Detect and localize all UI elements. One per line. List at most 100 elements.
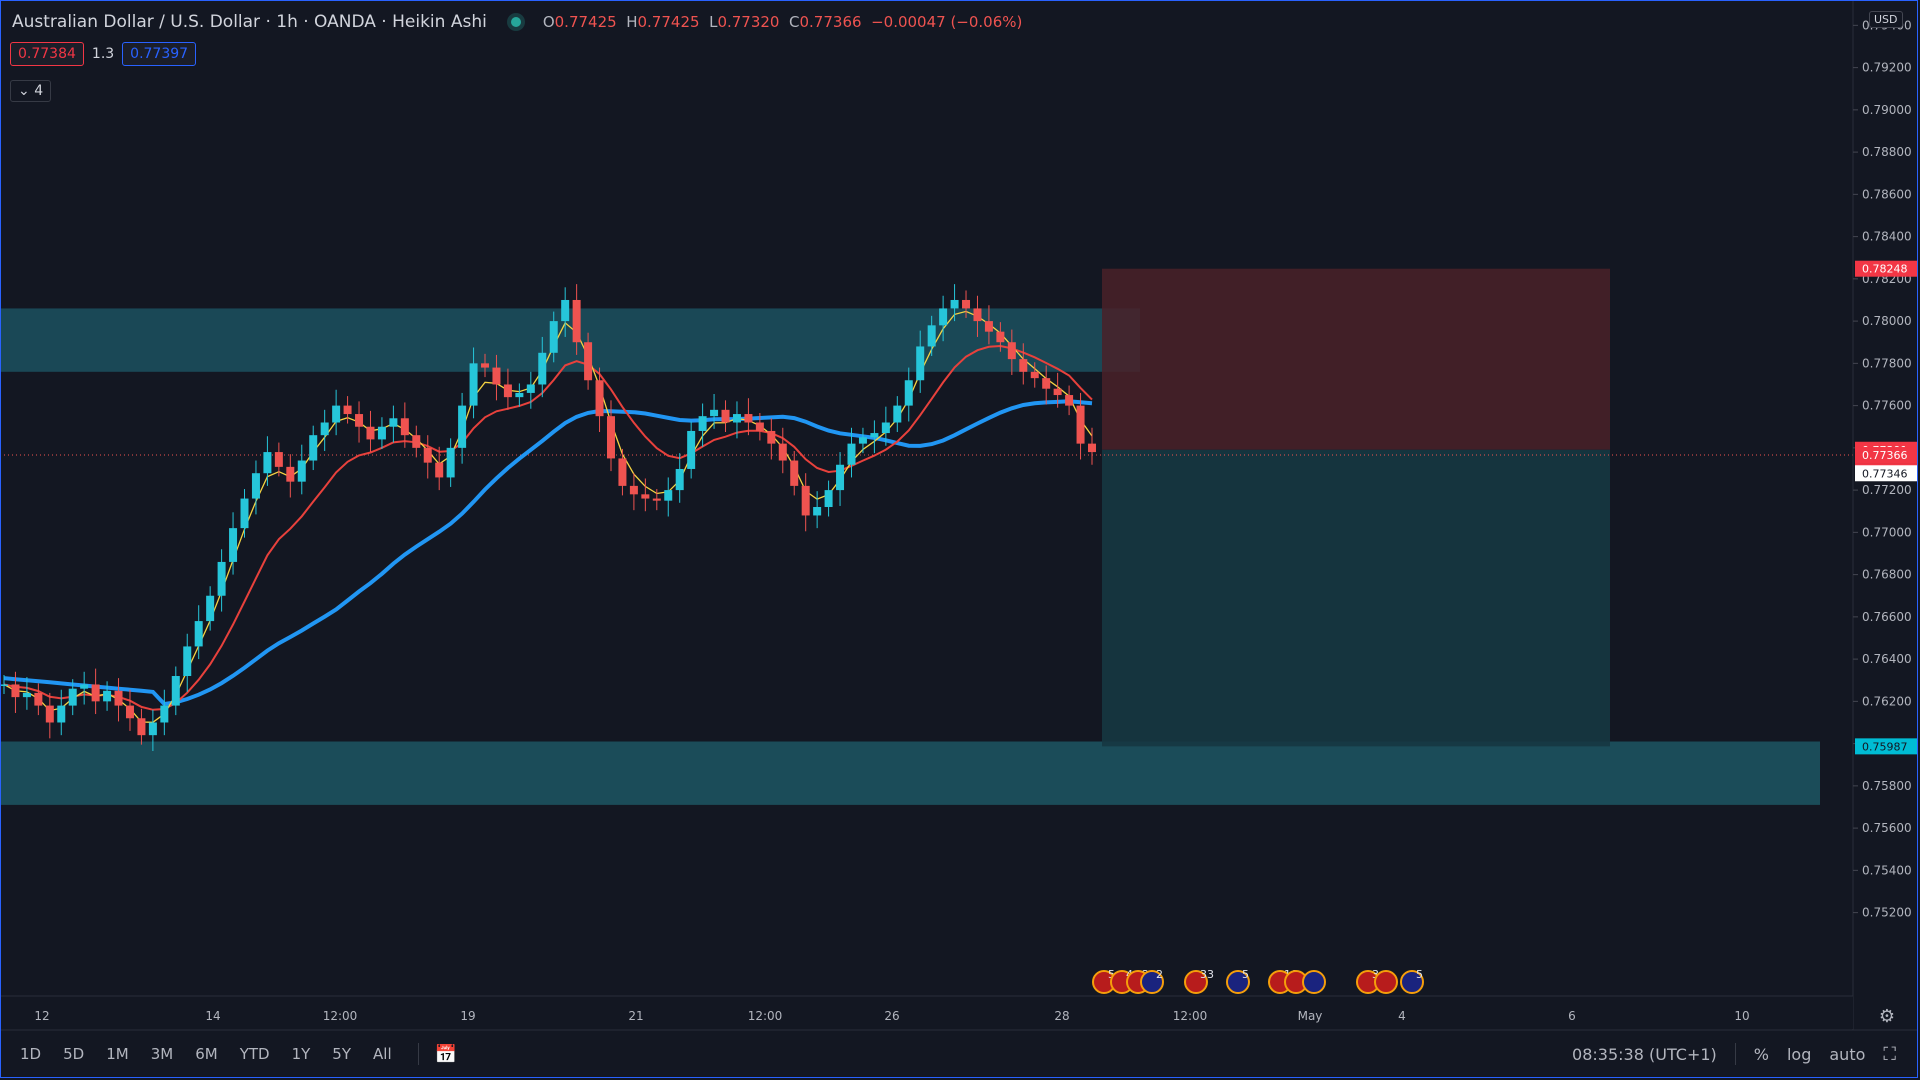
- candle-body[interactable]: [538, 352, 547, 385]
- timeframe-5d[interactable]: 5D: [63, 1045, 85, 1063]
- candle-body[interactable]: [893, 405, 902, 423]
- candle-body[interactable]: [355, 414, 364, 427]
- short-position-stop-area[interactable]: [1102, 268, 1610, 450]
- candle-body[interactable]: [984, 321, 993, 332]
- candle-body[interactable]: [973, 308, 982, 322]
- candle-body[interactable]: [561, 299, 570, 322]
- candle-body[interactable]: [137, 718, 146, 736]
- candle-body[interactable]: [343, 405, 352, 415]
- candle-body[interactable]: [687, 430, 696, 469]
- candle-body[interactable]: [1030, 371, 1039, 379]
- candle-body[interactable]: [263, 452, 272, 474]
- log-toggle[interactable]: log: [1786, 1044, 1812, 1064]
- candle-body[interactable]: [34, 692, 43, 706]
- candle-body[interactable]: [824, 490, 833, 508]
- settings-gear-icon[interactable]: ⚙: [1879, 1006, 1895, 1027]
- candle-body[interactable]: [515, 392, 524, 398]
- candle-body[interactable]: [183, 646, 192, 677]
- ma-mid-line[interactable]: [3, 344, 1093, 711]
- candle-body[interactable]: [377, 426, 386, 440]
- candle-body[interactable]: [732, 414, 741, 423]
- candle-body[interactable]: [57, 705, 66, 723]
- timeframe-1m[interactable]: 1M: [106, 1045, 129, 1063]
- candle-body[interactable]: [629, 485, 638, 495]
- candle-body[interactable]: [1076, 405, 1085, 444]
- candle-body[interactable]: [950, 299, 959, 309]
- candle-body[interactable]: [148, 722, 157, 736]
- candle-body[interactable]: [320, 422, 329, 436]
- candle-body[interactable]: [229, 528, 238, 562]
- candle-body[interactable]: [606, 416, 615, 459]
- candle-body[interactable]: [595, 380, 604, 417]
- candle-body[interactable]: [790, 460, 799, 486]
- candle-body[interactable]: [584, 342, 593, 381]
- candle-body[interactable]: [412, 435, 421, 448]
- candle-body[interactable]: [160, 705, 169, 723]
- candle-body[interactable]: [1065, 395, 1074, 406]
- candle-body[interactable]: [698, 416, 707, 431]
- candle-body[interactable]: [870, 433, 879, 438]
- time-axis[interactable]: [0, 996, 1853, 1029]
- candle-body[interactable]: [435, 462, 444, 478]
- candle-body[interactable]: [675, 468, 684, 491]
- fullscreen-icon[interactable]: ⛶: [1883, 1043, 1896, 1065]
- currency-label[interactable]: USD: [1869, 11, 1903, 28]
- candle-body[interactable]: [240, 498, 249, 529]
- candle-body[interactable]: [492, 367, 501, 385]
- candle-body[interactable]: [836, 464, 845, 491]
- candle-body[interactable]: [813, 507, 822, 516]
- candle-body[interactable]: [904, 380, 913, 406]
- candle-body[interactable]: [858, 437, 867, 444]
- candle-body[interactable]: [881, 422, 890, 434]
- candle-body[interactable]: [0, 684, 8, 686]
- candle-body[interactable]: [755, 422, 764, 431]
- indicators-toggle-button[interactable]: ⌄ 4: [10, 80, 52, 102]
- candle-body[interactable]: [251, 473, 260, 499]
- support-zone[interactable]: [0, 741, 1820, 805]
- candle-body[interactable]: [91, 684, 100, 702]
- candle-body[interactable]: [309, 435, 318, 461]
- ma-fast-line[interactable]: [3, 310, 1093, 723]
- ma-slow-line[interactable]: [3, 399, 1093, 707]
- candle-body[interactable]: [652, 498, 661, 501]
- candle-body[interactable]: [389, 418, 398, 427]
- percent-toggle[interactable]: %: [1753, 1044, 1769, 1064]
- candle-body[interactable]: [1007, 342, 1016, 360]
- candle-body[interactable]: [664, 490, 673, 501]
- candle-body[interactable]: [710, 409, 719, 417]
- timeframe-5y[interactable]: 5Y: [332, 1045, 352, 1063]
- candle-body[interactable]: [503, 384, 512, 398]
- candle-body[interactable]: [423, 447, 432, 463]
- price-axis[interactable]: [1853, 0, 1920, 1030]
- au-flag-icon[interactable]: [1140, 970, 1164, 994]
- candle-body[interactable]: [469, 363, 478, 406]
- candle-body[interactable]: [297, 460, 306, 482]
- candle-body[interactable]: [481, 363, 490, 368]
- candle-body[interactable]: [996, 331, 1005, 343]
- candle-body[interactable]: [767, 430, 776, 444]
- candle-body[interactable]: [458, 405, 467, 448]
- candle-body[interactable]: [1019, 359, 1028, 372]
- candle-body[interactable]: [801, 485, 810, 516]
- short-position-target-area[interactable]: [1102, 449, 1610, 747]
- auto-toggle[interactable]: auto: [1829, 1044, 1866, 1064]
- candle-body[interactable]: [68, 688, 77, 706]
- candle-body[interactable]: [400, 418, 409, 436]
- clock[interactable]: 08:35:38 (UTC+1): [1572, 1044, 1717, 1064]
- candle-body[interactable]: [618, 458, 627, 486]
- au-flag-icon[interactable]: [1302, 970, 1326, 994]
- candle-body[interactable]: [171, 676, 180, 706]
- candle-body[interactable]: [274, 452, 283, 467]
- candle-body[interactable]: [916, 346, 925, 381]
- symbol-title[interactable]: Australian Dollar / U.S. Dollar · 1h · O…: [12, 12, 487, 32]
- timeframe-1y[interactable]: 1Y: [291, 1045, 311, 1063]
- timeframe-all[interactable]: All: [373, 1045, 392, 1063]
- candle-body[interactable]: [1053, 388, 1062, 396]
- candle-body[interactable]: [962, 299, 971, 309]
- au-flag-icon[interactable]: [1400, 970, 1424, 994]
- candle-body[interactable]: [22, 692, 31, 698]
- candle-body[interactable]: [549, 321, 558, 353]
- candle-body[interactable]: [641, 494, 650, 499]
- us-flag-icon[interactable]: [1374, 970, 1398, 994]
- candle-body[interactable]: [114, 690, 123, 706]
